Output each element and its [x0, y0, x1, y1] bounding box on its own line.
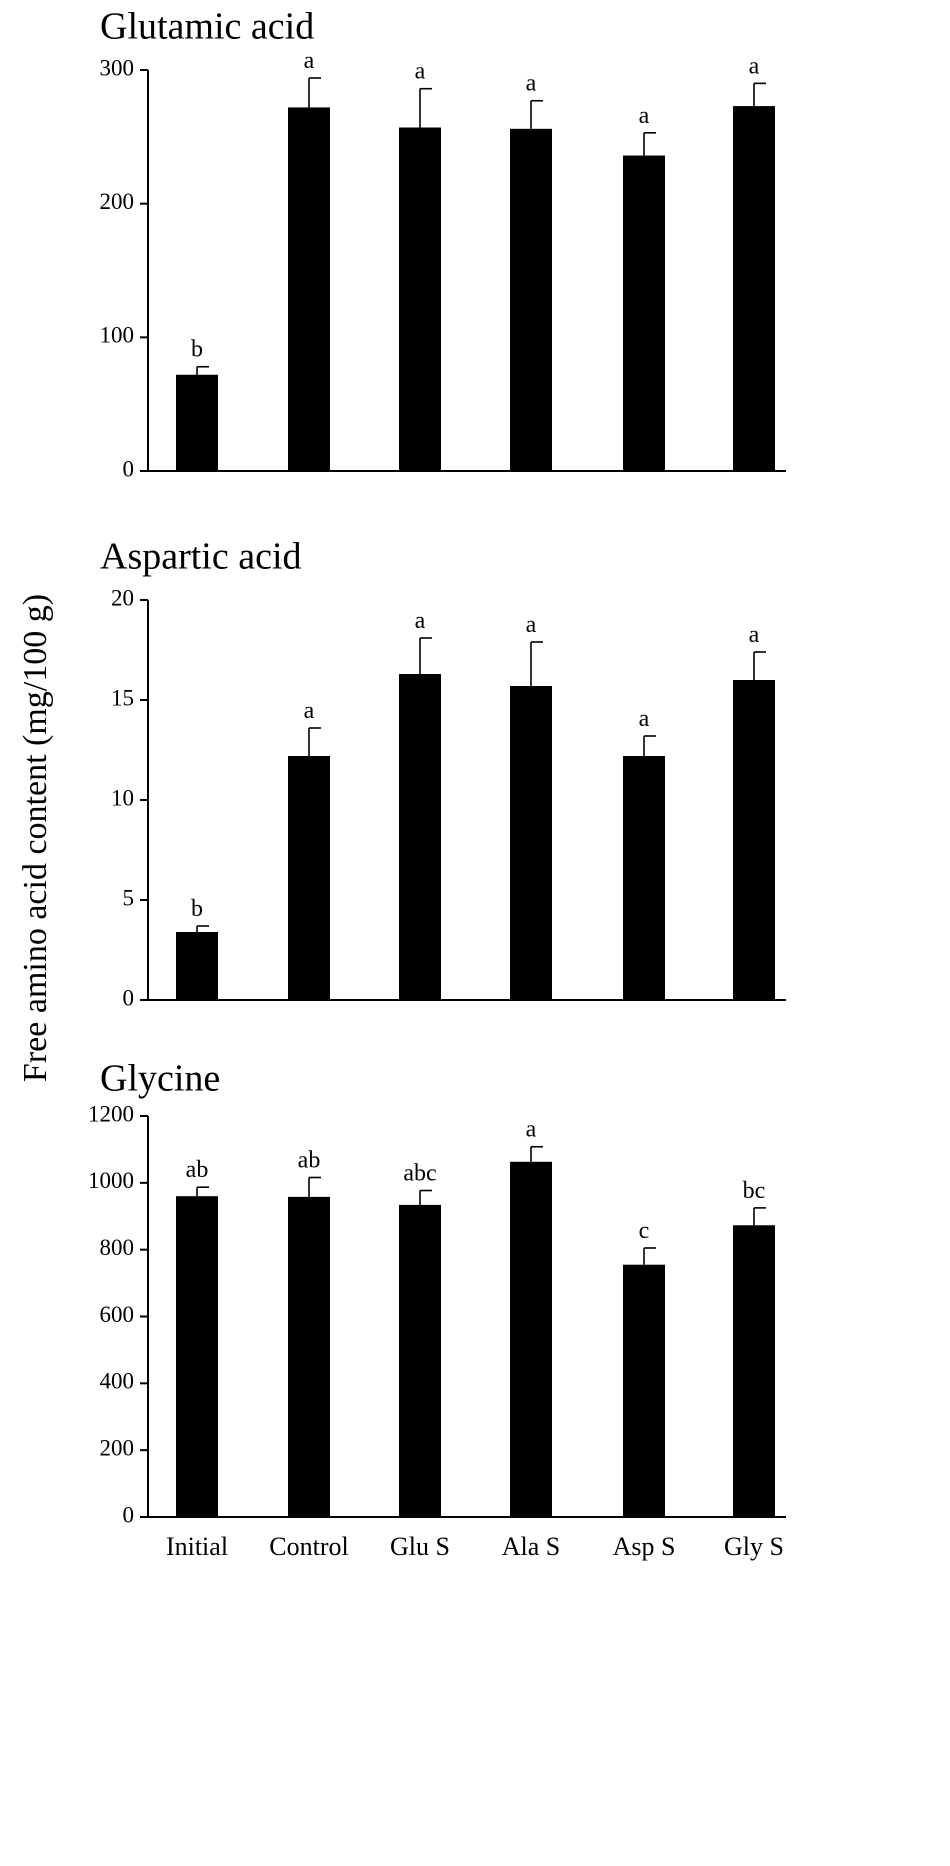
bar-glu-s — [399, 127, 441, 471]
y-tick-label: 300 — [100, 55, 135, 80]
y-tick-label: 5 — [123, 885, 135, 910]
significance-label: a — [749, 622, 760, 648]
bar-gly-s — [733, 106, 775, 471]
x-tick-label: Initial — [166, 1532, 228, 1561]
chart-panel-2: Aspartic acid 0 5 10 15 20 b a a a a a — [100, 536, 786, 1010]
x-tick-label: Gly S — [724, 1532, 784, 1561]
x-tick-label: Asp S — [613, 1532, 676, 1561]
chart-panel-3: Glycine 0 200 400 600 800 1000 1200 ab ab abc a c bc — [88, 1058, 786, 1527]
bar-asp-s — [623, 155, 665, 471]
y-axis-label-group: Free amino acid content (mg/100 g) — [17, 594, 54, 1082]
y-tick-label: 15 — [111, 685, 134, 710]
significance-label: a — [526, 1117, 537, 1143]
bar-control — [288, 756, 330, 1000]
bar-glu-s — [399, 1204, 441, 1517]
significance-label: bc — [743, 1178, 766, 1204]
y-tick-label: 0 — [123, 456, 135, 481]
y-tick-label: 400 — [100, 1369, 135, 1394]
y-tick-label: 200 — [100, 189, 135, 214]
panel-title: Glycine — [100, 1058, 220, 1100]
significance-label: abc — [403, 1161, 436, 1187]
significance-label: a — [304, 48, 315, 74]
y-tick-label: 0 — [123, 985, 135, 1010]
y-tick-label: 100 — [100, 323, 135, 348]
y-tick-label: 1000 — [88, 1168, 134, 1193]
x-tick-label: Ala S — [502, 1532, 561, 1561]
y-tick-label: 10 — [111, 785, 134, 810]
significance-label: c — [639, 1218, 650, 1244]
x-tick-label: Control — [269, 1532, 348, 1561]
significance-label: ab — [186, 1157, 209, 1183]
bar-glu-s — [399, 674, 441, 1000]
y-tick-label: 800 — [100, 1235, 135, 1260]
significance-label: a — [526, 71, 537, 97]
y-tick-label: 20 — [111, 585, 134, 610]
bar-asp-s — [623, 1264, 665, 1517]
panel-title: Aspartic acid — [100, 536, 302, 578]
bar-control — [288, 107, 330, 471]
y-tick-label: 600 — [100, 1302, 135, 1327]
significance-label: a — [415, 59, 426, 85]
chart-panel-1: Glutamic acid 0 100 200 300 b a a a a a — [100, 6, 786, 481]
significance-label: a — [526, 612, 537, 638]
significance-label: a — [749, 53, 760, 79]
bar-ala-s — [510, 128, 552, 471]
significance-label: b — [191, 337, 203, 363]
bar-initial — [176, 932, 218, 1000]
bar-initial — [176, 1196, 218, 1517]
bar-initial — [176, 374, 218, 471]
bar-ala-s — [510, 686, 552, 1000]
significance-label: a — [415, 608, 426, 634]
y-tick-label: 200 — [100, 1435, 135, 1460]
bar-ala-s — [510, 1161, 552, 1517]
bar-control — [288, 1196, 330, 1517]
significance-label: ab — [298, 1147, 321, 1173]
panel-title: Glutamic acid — [100, 6, 314, 48]
y-tick-label: 1200 — [88, 1101, 134, 1126]
significance-label: a — [304, 698, 315, 724]
x-tick-label: Glu S — [390, 1532, 450, 1561]
y-tick-label: 0 — [123, 1502, 135, 1527]
y-axis-label: Free amino acid content (mg/100 g) — [17, 594, 54, 1082]
bar-asp-s — [623, 756, 665, 1000]
bar-gly-s — [733, 1225, 775, 1517]
significance-label: a — [639, 103, 650, 129]
significance-label: a — [639, 706, 650, 732]
significance-label: b — [191, 896, 203, 922]
bar-gly-s — [733, 680, 775, 1000]
